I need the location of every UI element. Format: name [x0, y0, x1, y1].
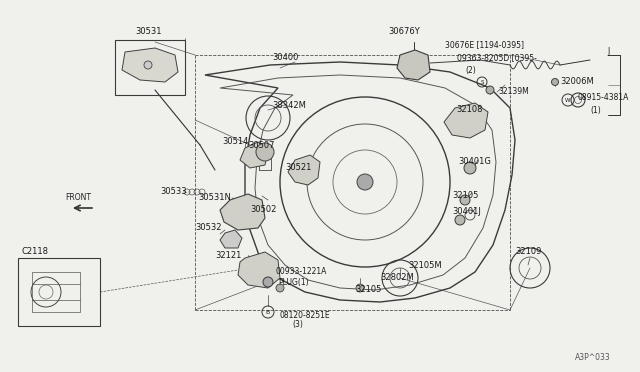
- Circle shape: [460, 195, 470, 205]
- Text: 30514: 30514: [222, 138, 248, 147]
- Text: 32105: 32105: [355, 285, 381, 295]
- Text: 30521: 30521: [285, 164, 312, 173]
- Text: 30401G: 30401G: [458, 157, 491, 167]
- Bar: [18, 258, 100, 326]
- Text: 00933-1221A: 00933-1221A: [275, 267, 326, 276]
- Text: 30531: 30531: [135, 28, 161, 36]
- Circle shape: [263, 277, 273, 287]
- Text: S: S: [480, 80, 484, 84]
- Polygon shape: [397, 50, 430, 80]
- Polygon shape: [288, 155, 320, 185]
- Text: 30507: 30507: [248, 141, 275, 150]
- Polygon shape: [240, 142, 268, 168]
- Text: (2): (2): [465, 65, 476, 74]
- Text: J: J: [607, 48, 609, 57]
- Circle shape: [276, 284, 284, 292]
- Circle shape: [356, 284, 364, 292]
- Text: C2118: C2118: [22, 247, 49, 257]
- Polygon shape: [220, 194, 265, 230]
- Text: 08120-8251E: 08120-8251E: [280, 311, 331, 320]
- Text: 30400: 30400: [272, 54, 298, 62]
- Circle shape: [455, 215, 465, 225]
- Text: 08915-4381A: 08915-4381A: [578, 93, 629, 103]
- Text: 32108: 32108: [456, 106, 483, 115]
- Text: 32109: 32109: [515, 247, 541, 257]
- Text: A3P^033: A3P^033: [575, 353, 611, 362]
- Text: 30531N: 30531N: [198, 193, 231, 202]
- Text: B: B: [266, 310, 270, 314]
- Text: 32105: 32105: [452, 190, 478, 199]
- Circle shape: [357, 174, 373, 190]
- Text: 32006M: 32006M: [560, 77, 594, 87]
- Text: FRONT: FRONT: [65, 193, 91, 202]
- Text: 30533: 30533: [160, 187, 187, 196]
- Text: 32139M: 32139M: [498, 87, 529, 96]
- Text: PLUG(1): PLUG(1): [278, 278, 308, 286]
- Circle shape: [552, 78, 559, 86]
- Circle shape: [144, 61, 152, 69]
- Circle shape: [486, 86, 494, 94]
- Text: 30401J: 30401J: [452, 208, 481, 217]
- Circle shape: [256, 143, 274, 161]
- Bar: [32, 272, 80, 312]
- Bar: [115, 40, 185, 95]
- Text: W: W: [565, 97, 571, 103]
- Polygon shape: [444, 103, 488, 138]
- Text: 38342M: 38342M: [272, 100, 306, 109]
- Text: (1): (1): [590, 106, 601, 115]
- Circle shape: [464, 162, 476, 174]
- Text: 30676E [1194-0395]: 30676E [1194-0395]: [445, 41, 524, 49]
- Text: 30676Y: 30676Y: [388, 28, 420, 36]
- Text: 32105M: 32105M: [408, 260, 442, 269]
- Text: 30502: 30502: [250, 205, 276, 215]
- Polygon shape: [122, 48, 178, 82]
- Polygon shape: [220, 230, 242, 248]
- Text: 32802M: 32802M: [380, 273, 413, 282]
- Text: 32121: 32121: [215, 250, 241, 260]
- Text: 09363-8205D [0395-: 09363-8205D [0395-: [457, 54, 537, 62]
- Text: (3): (3): [292, 321, 303, 330]
- Text: 30532: 30532: [195, 224, 221, 232]
- Polygon shape: [238, 252, 280, 288]
